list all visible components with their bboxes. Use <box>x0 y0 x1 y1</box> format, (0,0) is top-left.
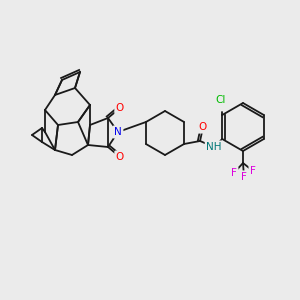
Text: O: O <box>116 103 124 113</box>
Text: N: N <box>114 127 122 137</box>
Text: F: F <box>231 168 237 178</box>
Text: Cl: Cl <box>215 95 225 105</box>
Text: O: O <box>198 122 206 132</box>
Text: O: O <box>116 152 124 162</box>
Text: NH: NH <box>206 142 222 152</box>
Text: F: F <box>250 166 256 176</box>
Text: F: F <box>241 172 247 182</box>
